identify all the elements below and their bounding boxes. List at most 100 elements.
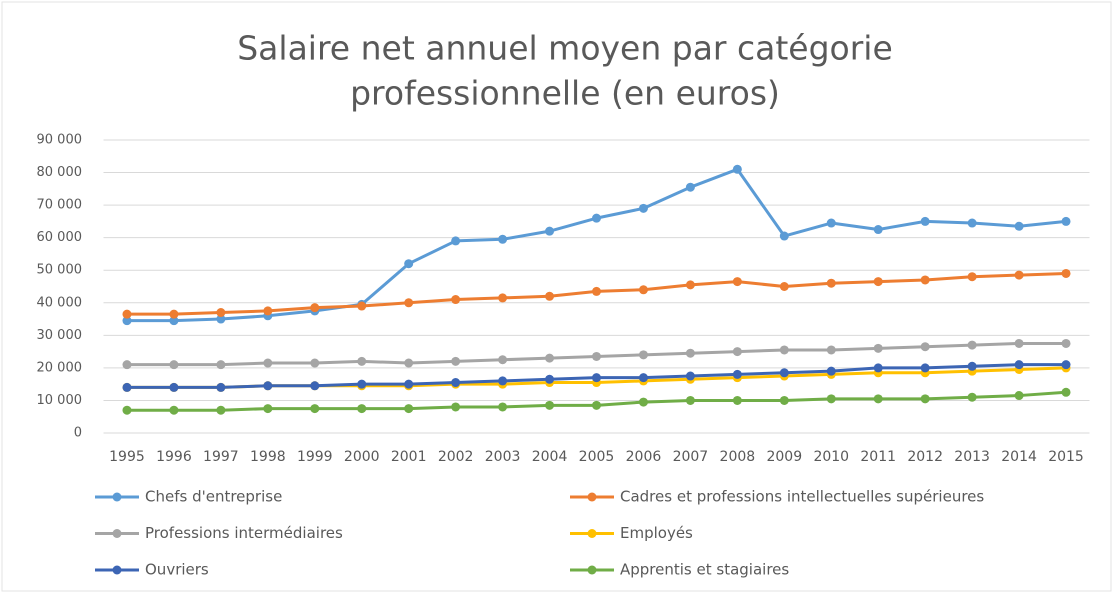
y-tick-label: 0: [74, 426, 82, 441]
legend-label: Professions intermédiaires: [145, 524, 343, 542]
x-tick-label: 2008: [720, 449, 756, 465]
legend-label: Apprentis et stagiaires: [620, 561, 789, 579]
x-tick-label: 2011: [860, 449, 896, 465]
chart-title: Salaire net annuel moyen par catégorie: [237, 29, 893, 68]
data-point: [1061, 216, 1071, 226]
x-tick-label: 2009: [766, 449, 802, 465]
data-point: [920, 275, 930, 285]
data-point: [357, 356, 367, 366]
data-point: [967, 218, 977, 228]
data-point: [920, 363, 930, 373]
data-point: [122, 382, 132, 392]
data-point: [1061, 338, 1071, 348]
data-point: [592, 351, 601, 361]
y-tick-label: 40 000: [37, 295, 83, 310]
data-point: [169, 405, 179, 415]
legend-marker: [587, 529, 597, 538]
data-point: [592, 286, 601, 296]
data-point: [1061, 268, 1071, 278]
data-point: [310, 303, 320, 313]
x-tick-label: 2004: [532, 449, 568, 465]
data-point: [873, 225, 883, 235]
data-point: [1014, 391, 1024, 401]
y-tick-label: 30 000: [37, 328, 83, 343]
data-point: [1014, 360, 1024, 370]
data-point: [216, 308, 226, 318]
data-point: [732, 164, 742, 174]
y-tick-label: 90 000: [37, 133, 83, 148]
data-point: [779, 282, 789, 291]
data-point: [920, 216, 930, 226]
data-point: [310, 404, 320, 414]
data-point: [216, 382, 226, 392]
data-point: [592, 400, 601, 410]
legend-label: Chefs d'entreprise: [145, 488, 282, 506]
data-point: [216, 314, 226, 324]
data-point: [498, 293, 508, 303]
legend-marker: [112, 565, 122, 575]
data-point: [169, 360, 179, 370]
legend-marker: [587, 565, 597, 575]
data-point: [967, 361, 977, 371]
data-point: [263, 404, 273, 414]
y-tick-label: 60 000: [37, 230, 83, 245]
data-point: [1014, 221, 1024, 231]
data-point: [216, 360, 226, 370]
data-point: [122, 360, 132, 370]
data-point: [404, 404, 414, 414]
data-point: [732, 369, 742, 379]
x-tick-label: 1996: [156, 449, 192, 465]
data-point: [638, 350, 648, 360]
data-point: [826, 278, 836, 288]
data-point: [873, 277, 883, 287]
data-point: [357, 379, 367, 389]
data-point: [545, 291, 555, 301]
data-point: [310, 381, 320, 391]
data-point: [920, 394, 930, 404]
data-point: [779, 395, 789, 405]
data-point: [685, 371, 695, 381]
data-point: [873, 394, 883, 404]
data-point: [498, 355, 508, 365]
data-point: [451, 236, 461, 246]
x-tick-label: 2014: [1001, 449, 1037, 465]
data-point: [732, 277, 742, 287]
data-point: [685, 348, 695, 358]
chart-title: professionnelle (en euros): [350, 74, 780, 113]
data-point: [404, 259, 414, 269]
data-point: [263, 381, 273, 391]
data-point: [451, 378, 461, 388]
data-point: [592, 373, 601, 383]
data-point: [216, 405, 226, 415]
data-point: [169, 316, 179, 326]
y-tick-label: 10 000: [37, 393, 83, 408]
data-point: [826, 366, 836, 376]
data-point: [545, 400, 555, 410]
data-point: [779, 231, 789, 241]
data-point: [357, 404, 367, 414]
y-tick-label: 50 000: [37, 263, 83, 278]
data-point: [498, 234, 508, 244]
x-tick-label: 2002: [438, 449, 474, 465]
data-point: [638, 373, 648, 383]
data-point: [404, 358, 414, 368]
y-tick-label: 20 000: [37, 360, 83, 375]
data-point: [638, 397, 648, 407]
x-tick-label: 2003: [485, 449, 521, 465]
data-point: [732, 395, 742, 405]
data-point: [1014, 270, 1024, 280]
x-tick-label: 2001: [391, 449, 427, 465]
data-point: [967, 272, 977, 282]
data-point: [732, 347, 742, 357]
data-point: [498, 376, 508, 386]
legend-marker: [112, 492, 122, 502]
x-tick-label: 2007: [673, 449, 709, 465]
legend-marker: [587, 492, 597, 502]
x-tick-label: 1995: [109, 449, 145, 465]
data-point: [826, 218, 836, 228]
data-point: [404, 298, 414, 308]
data-point: [498, 402, 508, 412]
data-point: [873, 343, 883, 353]
data-point: [638, 203, 648, 213]
